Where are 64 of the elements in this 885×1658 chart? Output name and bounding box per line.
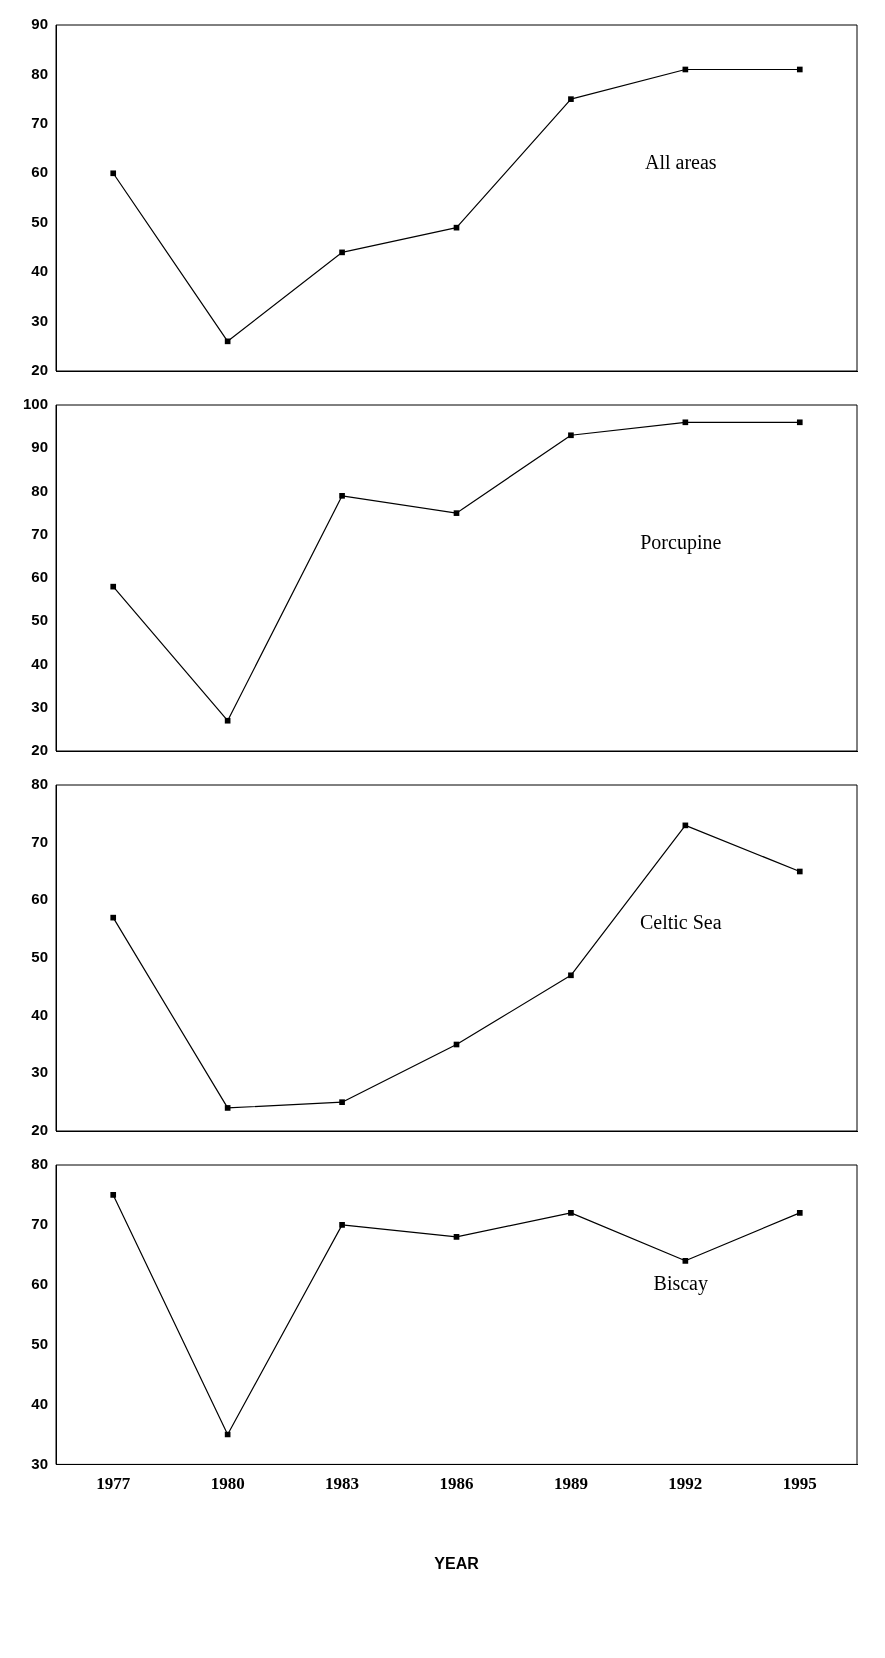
point — [796, 419, 803, 426]
annotation: All areas — [644, 150, 717, 173]
y-tick-label: 80 — [31, 775, 48, 793]
point — [568, 96, 574, 102]
x-axis-title: YEAR — [434, 1554, 480, 1572]
y-tick-label: 70 — [31, 524, 48, 542]
x-tick-label: 1992 — [668, 1473, 703, 1493]
y-tick-label: 80 — [31, 1155, 48, 1173]
y-tick-label: 80 — [31, 64, 48, 82]
point — [682, 419, 689, 426]
point — [568, 972, 574, 979]
point — [110, 583, 117, 590]
y-tick-label: 60 — [31, 568, 48, 586]
y-tick-label: 40 — [31, 654, 48, 672]
x-tick-label: 1995 — [782, 1473, 817, 1493]
point — [339, 1099, 345, 1105]
y-tick-label: 40 — [31, 1005, 48, 1023]
y-tick-label: 60 — [31, 890, 48, 908]
y-tick-label: 30 — [31, 1454, 48, 1472]
point — [453, 1234, 460, 1240]
point — [568, 432, 574, 439]
y-tick-label: 90 — [31, 438, 48, 456]
point — [339, 249, 345, 256]
point — [568, 1210, 574, 1216]
y-tick-label: 70 — [31, 1215, 48, 1233]
y-tick-label: 80 — [31, 481, 48, 499]
annotation: Biscay — [653, 1272, 708, 1296]
y-tick-label: 100 — [22, 395, 48, 413]
y-tick-label: 40 — [31, 262, 48, 280]
point — [110, 1192, 117, 1198]
point — [224, 717, 231, 724]
y-tick-label: 30 — [31, 1063, 48, 1081]
point — [453, 510, 460, 516]
point — [339, 493, 345, 499]
point — [682, 1257, 689, 1264]
annotation: Porcupine — [640, 530, 722, 554]
y-tick-label: 20 — [31, 361, 48, 379]
annotation: Celtic Sea — [639, 910, 722, 933]
point — [224, 1105, 231, 1111]
y-tick-label: 20 — [31, 1121, 48, 1139]
y-tick-label: 50 — [31, 948, 48, 966]
y-tick-label: 60 — [31, 163, 48, 181]
point — [339, 1222, 345, 1228]
y-tick-label: 50 — [31, 611, 48, 629]
point — [796, 66, 803, 73]
y-tick-label: 50 — [31, 1334, 48, 1352]
point — [110, 914, 117, 921]
y-tick-label: 40 — [31, 1394, 48, 1412]
point — [796, 868, 803, 875]
x-tick-label: 1983 — [325, 1473, 360, 1493]
point — [796, 1210, 803, 1216]
y-tick-label: 70 — [31, 832, 48, 850]
x-tick-label: 1980 — [210, 1473, 245, 1493]
y-tick-label: 60 — [31, 1274, 48, 1292]
y-tick-label: 20 — [31, 741, 48, 759]
y-tick-label: 50 — [31, 212, 48, 230]
x-tick-label: 1986 — [439, 1473, 474, 1493]
y-tick-label: 30 — [31, 311, 48, 329]
point — [110, 170, 117, 177]
x-tick-label: 1989 — [553, 1473, 588, 1493]
y-tick-label: 70 — [31, 114, 48, 131]
x-tick-label: 1977 — [96, 1473, 131, 1493]
y-tick-label: 90 — [31, 15, 48, 33]
y-tick-label: 30 — [31, 697, 48, 715]
